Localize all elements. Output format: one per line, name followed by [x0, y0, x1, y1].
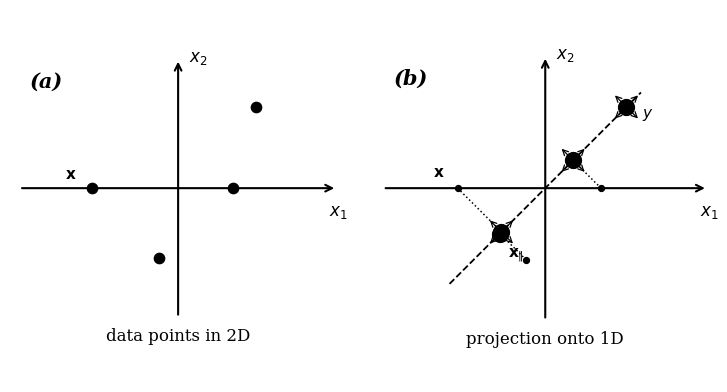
Point [595, 185, 607, 191]
Text: $x_1$: $x_1$ [699, 204, 718, 221]
Point [521, 257, 532, 263]
Point [621, 104, 632, 110]
Text: $\mathbf{x}$: $\mathbf{x}$ [433, 166, 445, 180]
Text: $y$: $y$ [643, 107, 654, 123]
Point [567, 157, 579, 163]
Text: data points in 2D: data points in 2D [106, 328, 250, 345]
Point [619, 102, 631, 109]
Point [494, 230, 506, 237]
Point [87, 185, 98, 191]
Point [496, 229, 507, 235]
Text: (a): (a) [30, 71, 63, 91]
Text: $x_1$: $x_1$ [329, 204, 348, 221]
Point [452, 185, 464, 191]
Point [250, 104, 262, 110]
Text: $x_2$: $x_2$ [189, 50, 207, 67]
Text: $\mathbf{x}$: $\mathbf{x}$ [65, 168, 77, 182]
Text: $\mathbf{x}_{\|}$: $\mathbf{x}_{\|}$ [508, 246, 524, 264]
Text: $x_2$: $x_2$ [556, 47, 575, 64]
Text: (b): (b) [394, 69, 428, 89]
Point [227, 185, 238, 191]
Point [153, 255, 165, 261]
Text: projection onto 1D: projection onto 1D [467, 332, 624, 348]
